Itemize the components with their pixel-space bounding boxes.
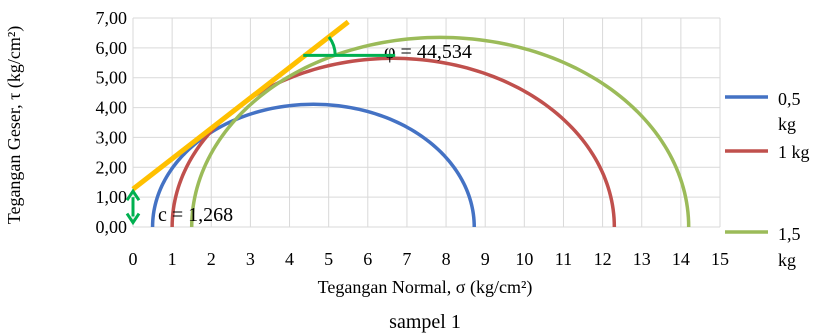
- y-tick-label: 6,00: [96, 38, 128, 58]
- x-tick-label: 3: [246, 249, 255, 269]
- x-tick-label: 0: [129, 249, 138, 269]
- phi-angle-arc: [327, 35, 337, 56]
- x-tick-label: 10: [515, 249, 533, 269]
- y-tick-label: 5,00: [96, 68, 128, 88]
- legend-label: 1 kg: [778, 142, 810, 162]
- phi-label: φ = 44,534: [384, 41, 472, 63]
- x-tick-label: 4: [285, 249, 294, 269]
- x-tick-label: 8: [442, 249, 451, 269]
- failure-envelope: [131, 19, 350, 192]
- series-curves: [150, 35, 691, 228]
- envelope-line: [131, 19, 350, 192]
- y-tick-label: 0,00: [96, 217, 128, 237]
- y-tick-label: 7,00: [96, 8, 128, 28]
- c-label: c = 1,268: [158, 204, 233, 226]
- x-tick-label: 14: [672, 249, 690, 269]
- x-tick-label: 5: [324, 249, 333, 269]
- c-arrow-head-down: [125, 212, 141, 226]
- mohr-circle-0-5-kg: [150, 102, 476, 228]
- chart-caption: sampel 1: [389, 311, 461, 333]
- y-axis-title: Tegangan Geser, τ (kg/cm²): [4, 26, 25, 225]
- x-axis-title: Tegangan Normal, σ (kg/cm²): [318, 277, 533, 298]
- y-tick-label: 1,00: [96, 187, 128, 207]
- x-tick-label: 7: [402, 249, 411, 269]
- c-arrow-head-up: [125, 188, 141, 202]
- legend-label: 1,5 kg: [778, 224, 801, 270]
- mohr-circle-1-5-kg: [189, 35, 691, 228]
- y-tick-label: 2,00: [96, 157, 128, 177]
- x-tick-label: 11: [555, 249, 572, 269]
- legend-label: 0,5 kg: [778, 89, 801, 134]
- y-tick-label: 3,00: [96, 127, 128, 147]
- x-tick-label: 15: [711, 249, 729, 269]
- y-tick-label: 4,00: [96, 98, 128, 118]
- x-tick-label: 12: [594, 249, 612, 269]
- x-tick-label: 13: [633, 249, 651, 269]
- legend: 0,5 kg 1 kg 1,5 kg: [725, 89, 810, 270]
- x-tick-label: 2: [207, 249, 216, 269]
- x-tick-labels: 0 1 2 3 4 5 6 7 8 9 10 11 12 13 14 15: [129, 249, 730, 269]
- mohr-circle-1-kg: [170, 56, 617, 228]
- x-tick-label: 6: [363, 249, 372, 269]
- x-tick-label: 9: [481, 249, 490, 269]
- annotations: φ = 44,534 c = 1,268: [125, 35, 472, 226]
- y-tick-labels: 0,00 1,00 2,00 3,00 4,00 5,00 6,00 7,00: [96, 8, 128, 237]
- x-tick-label: 1: [168, 249, 177, 269]
